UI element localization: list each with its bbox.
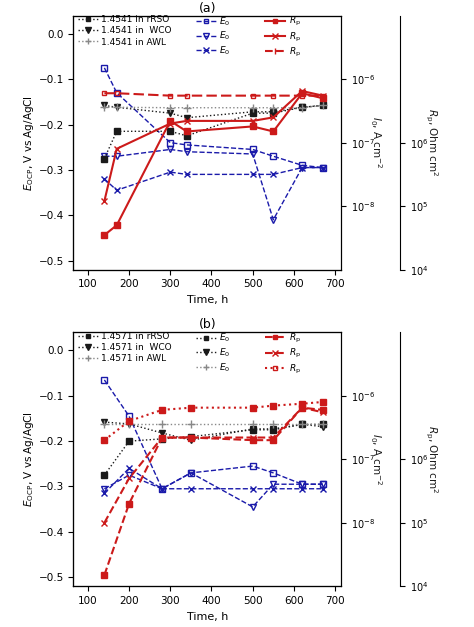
Y-axis label: $E_{\mathrm{OCP}}$, V vs Ag/AgCl: $E_{\mathrm{OCP}}$, V vs Ag/AgCl xyxy=(22,95,36,191)
Y-axis label: $R_\mathrm{p}$, Ohm cm$^2$: $R_\mathrm{p}$, Ohm cm$^2$ xyxy=(423,108,439,177)
Title: (b): (b) xyxy=(199,318,216,331)
Legend: $R_\mathrm{p}$, $R_\mathrm{p}$, $R_\mathrm{p}$: $R_\mathrm{p}$, $R_\mathrm{p}$, $R_\math… xyxy=(265,15,301,59)
X-axis label: Time, h: Time, h xyxy=(187,611,228,621)
Title: (a): (a) xyxy=(199,1,216,14)
X-axis label: Time, h: Time, h xyxy=(187,295,228,305)
Y-axis label: $I_0$, A cm$^{-2}$: $I_0$, A cm$^{-2}$ xyxy=(368,433,383,486)
Y-axis label: $R_\mathrm{p}$, Ohm cm$^2$: $R_\mathrm{p}$, Ohm cm$^2$ xyxy=(423,425,439,493)
Y-axis label: $E_{\mathrm{OCP}}$, V vs Ag/AgCl: $E_{\mathrm{OCP}}$, V vs Ag/AgCl xyxy=(22,411,36,507)
Y-axis label: $I_0$, A cm$^{-2}$: $I_0$, A cm$^{-2}$ xyxy=(368,116,383,169)
Legend: $R_\mathrm{p}$, $R_\mathrm{p}$, $R_\mathrm{p}$: $R_\mathrm{p}$, $R_\mathrm{p}$, $R_\math… xyxy=(265,332,301,376)
